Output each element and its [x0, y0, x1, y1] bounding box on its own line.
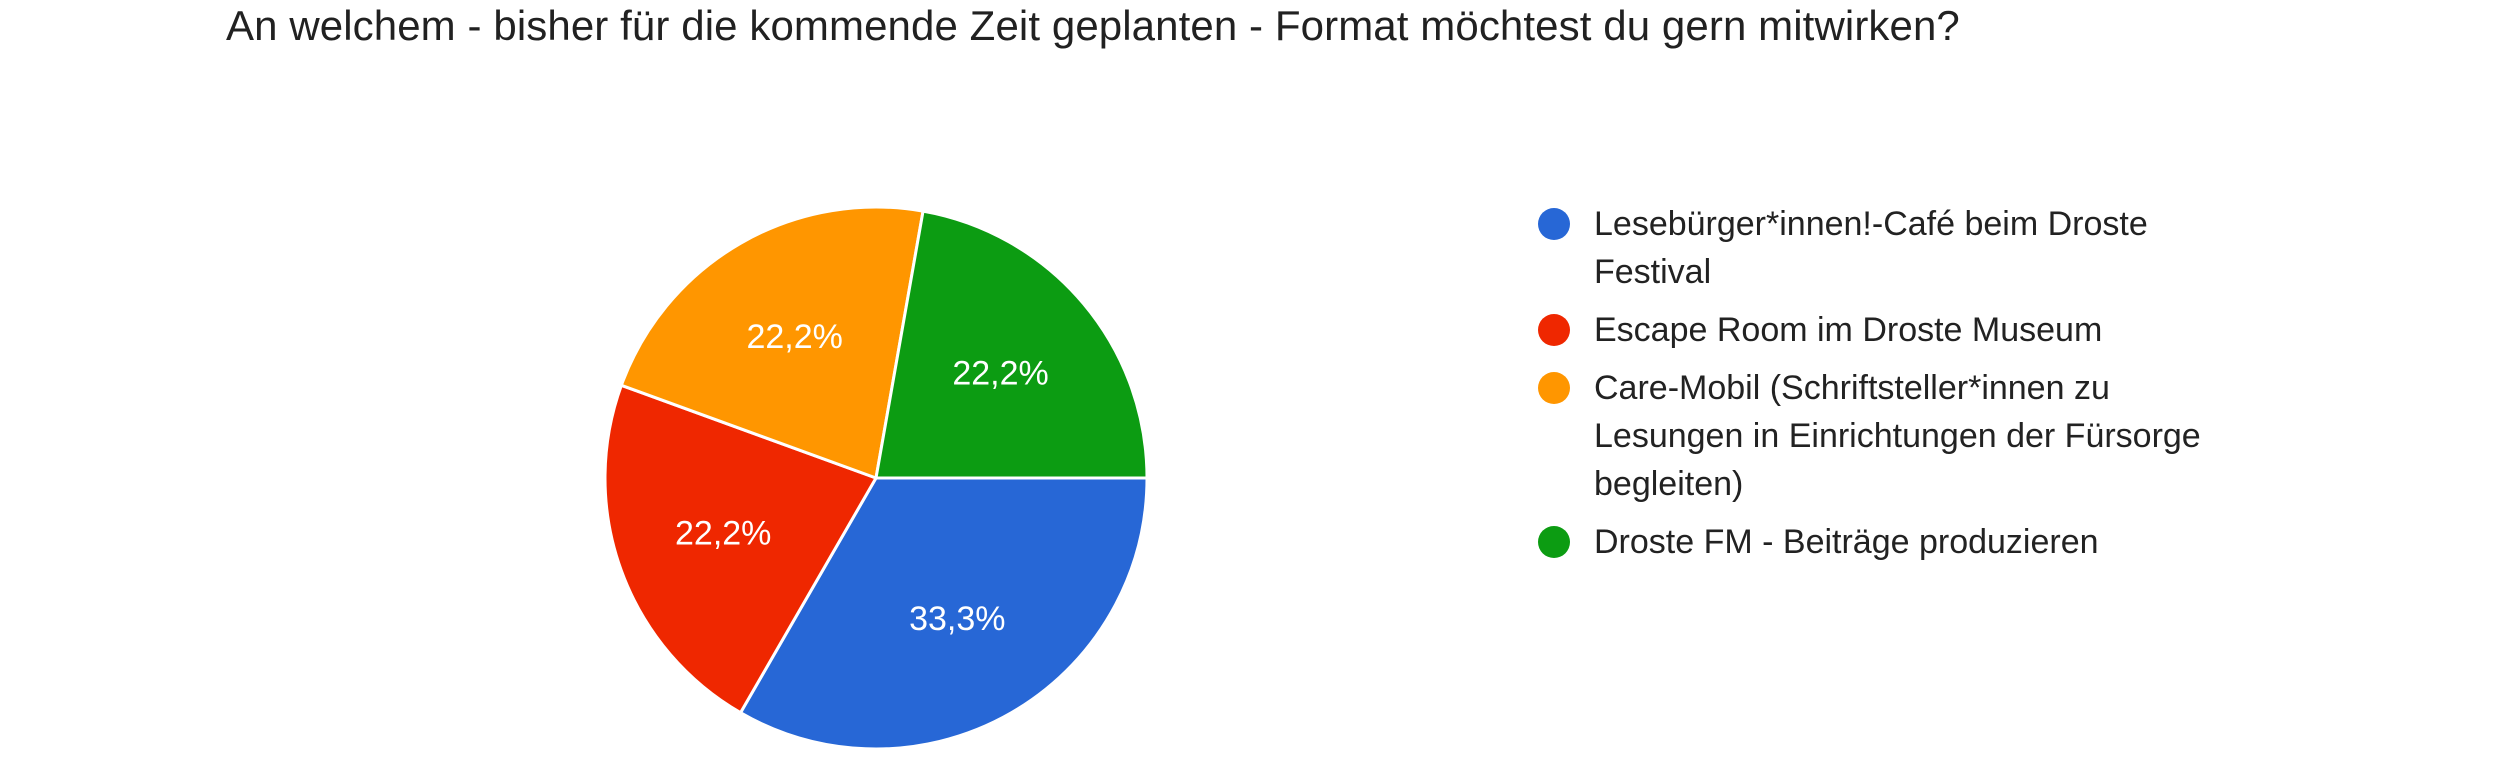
legend-label: Care-Mobil (Schriftsteller*innen zu Lesu… [1594, 369, 2201, 503]
slice-label-2: 22,2% [675, 515, 771, 553]
legend-item-4[interactable]: Droste FM - Beiträge produzieren [1538, 518, 2258, 566]
legend-swatch-icon [1538, 314, 1570, 346]
chart-title: An welchem - bisher für die kommende Zei… [226, 2, 1960, 49]
legend-label: Lesebürger*innen!-Café beim Droste Festi… [1594, 205, 2148, 291]
slice-label-3: 22,2% [746, 318, 842, 356]
legend-label: Droste FM - Beiträge produzieren [1594, 523, 2099, 561]
legend-item-3[interactable]: Care-Mobil (Schriftsteller*innen zu Lesu… [1538, 364, 2258, 508]
legend-swatch-icon [1538, 372, 1570, 404]
pie-slice-1[interactable] [739, 476, 1149, 751]
legend-swatch-icon [1538, 526, 1570, 558]
slice-label-4: 22,2% [952, 354, 1048, 392]
slice-label-1: 33,3% [909, 600, 1005, 638]
pie-slice-3[interactable] [619, 205, 925, 480]
legend-item-1[interactable]: Lesebürger*innen!-Café beim Droste Festi… [1538, 200, 2258, 296]
legend: Lesebürger*innen!-Café beim Droste Festi… [1538, 200, 2258, 576]
legend-item-2[interactable]: Escape Room im Droste Museum [1538, 306, 2258, 354]
pie-slice-2[interactable] [603, 383, 878, 715]
legend-swatch-icon [1538, 208, 1570, 240]
legend-label: Escape Room im Droste Museum [1594, 311, 2103, 349]
pie-slice-4[interactable] [874, 209, 1149, 480]
